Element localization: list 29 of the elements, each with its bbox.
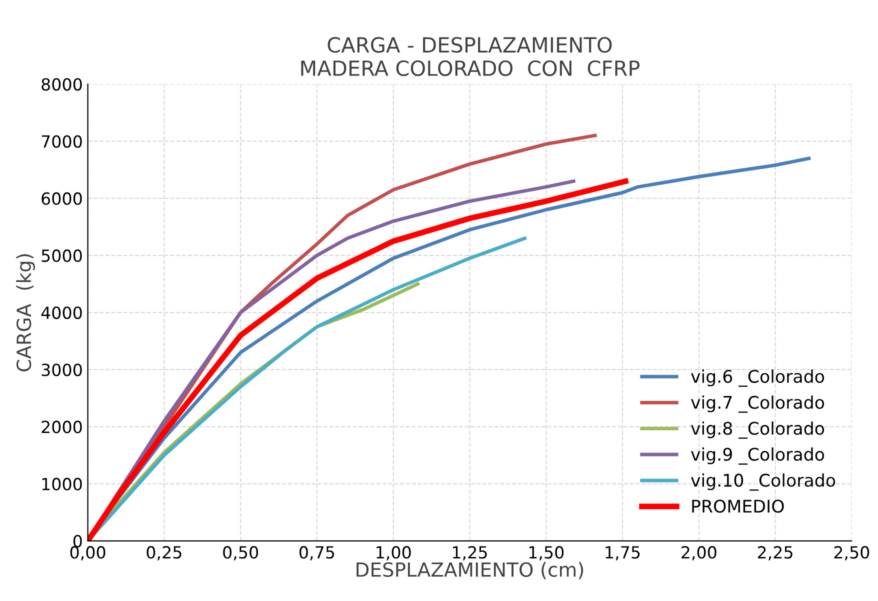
legend-label: vig.6 _Colorado: [691, 370, 824, 387]
x-tick-label: 2,50: [834, 546, 870, 560]
x-tick-label: 0,00: [70, 546, 106, 560]
legend-label: vig.8 _Colorado: [691, 421, 824, 439]
x-tick-label: 0,75: [300, 546, 334, 560]
y-tick-label: 0: [73, 534, 82, 548]
x-tick-label: 1,25: [453, 546, 487, 560]
y-tick-label: 5000: [42, 249, 82, 262]
x-tick-label: 1,75: [606, 546, 640, 560]
y-tick-label: 3000: [42, 364, 82, 376]
y-tick-label: 1000: [42, 478, 82, 490]
x-axis-title: DESPLAZAMIENTO (cm): [356, 562, 584, 580]
y-tick-label: 7000: [42, 135, 82, 148]
y-tick-label: 4000: [41, 306, 82, 320]
legend-label: vig.7 _Colorado: [691, 395, 824, 413]
x-tick-label: 0,50: [223, 546, 258, 560]
x-tick-label: 2,25: [758, 546, 792, 560]
y-tick-label: 8000: [42, 78, 82, 91]
x-tick-label: 0,25: [146, 546, 182, 560]
legend-label: vig.10 _Colorado: [691, 473, 836, 491]
chart-title: CARGA - DESPLAZAMIENTO MADERA COLORADO CON CFRP: [301, 37, 640, 76]
y-tick-label: 6000: [42, 192, 82, 205]
legend-label: PROMEDIO: [692, 500, 784, 513]
y-axis-title: CARGA (kg): [16, 254, 35, 372]
x-tick-label: 1,00: [376, 546, 411, 560]
y-tick-label: 2000: [42, 420, 82, 434]
x-tick-label: 1,50: [529, 546, 564, 560]
legend-label: vig.9 _Colorado: [691, 447, 824, 465]
x-tick-label: 2,00: [682, 546, 716, 560]
